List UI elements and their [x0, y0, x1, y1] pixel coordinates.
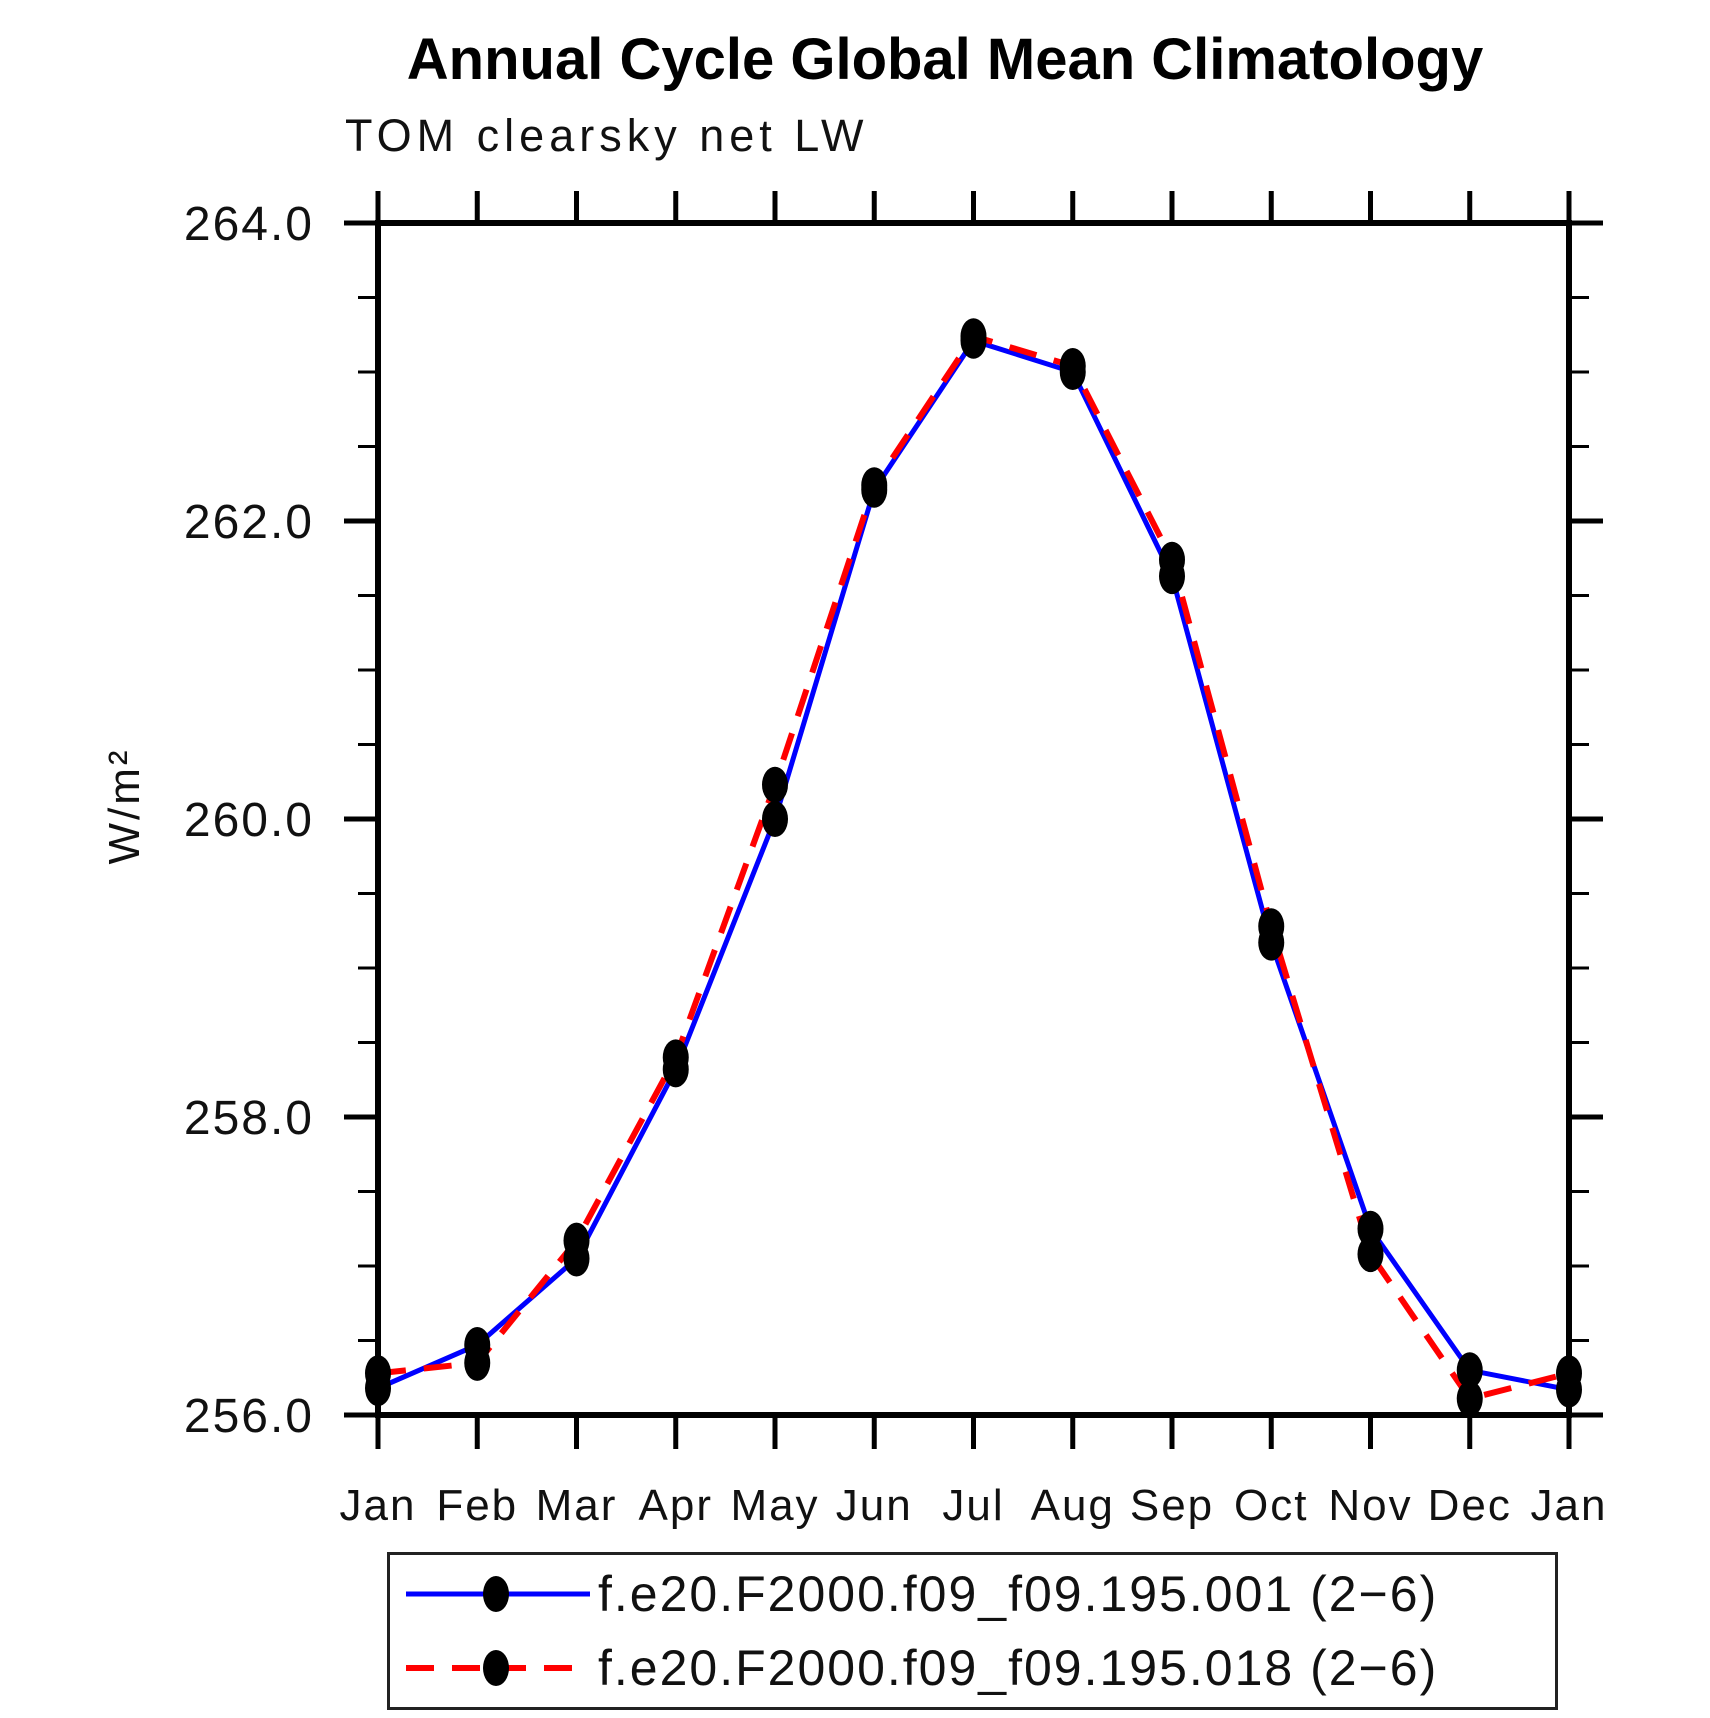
legend-label-series-1: f.e20.F2000.f09_f09.195.001 (2−6) [598, 1566, 1439, 1622]
y-tick-label: 264.0 [184, 198, 314, 251]
x-tick-label: Jun [836, 1481, 913, 1530]
data-marker-series-2 [960, 318, 987, 355]
x-tick-label: Jan [340, 1481, 417, 1530]
y-tick-label: 256.0 [184, 1390, 314, 1443]
y-tick-label: 258.0 [184, 1092, 314, 1145]
x-tick-label: Oct [1234, 1481, 1308, 1530]
x-tick-label: Dec [1428, 1481, 1512, 1530]
data-marker-series-2 [861, 467, 888, 504]
legend-marker-icon [483, 1650, 509, 1686]
legend-item-series-1: f.e20.F2000.f09_f09.195.001 (2−6) [404, 1559, 1555, 1629]
data-marker-series-2 [1159, 541, 1185, 578]
x-tick-label: May [730, 1481, 819, 1530]
legend-swatch-dashed-line [406, 1650, 590, 1686]
series-line-2 [377, 332, 1570, 1403]
y-tick-label: 260.0 [184, 794, 314, 847]
plot-area: Jan Feb Mar Apr May Jun Jul Aug Sep Oct Nov Dec Jan 2… [184, 191, 1608, 1530]
data-marker-series-1 [1456, 1352, 1483, 1389]
x-tick-label: Apr [639, 1481, 713, 1530]
x-tick-label: Sep [1130, 1481, 1214, 1530]
data-marker-series-2 [563, 1222, 590, 1259]
data-marker-series-2 [365, 1355, 391, 1392]
chart-subtitle: TOM clearsky net LW [345, 110, 869, 161]
legend-label-series-2: f.e20.F2000.f09_f09.195.018 (2−6) [598, 1640, 1439, 1696]
series-line-1 [377, 337, 1570, 1393]
data-marker-series-2 [464, 1344, 491, 1381]
data-marker-series-2 [1258, 908, 1285, 945]
data-marker-series-1 [762, 801, 788, 837]
x-tick-label: Jan [1531, 1481, 1608, 1530]
chart-title: Annual Cycle Global Mean Climatology [406, 27, 1484, 92]
data-marker-series-2 [662, 1039, 689, 1076]
data-marker-series-2 [1059, 348, 1086, 385]
data-marker-series-1 [1357, 1210, 1384, 1247]
x-tick-label: Mar [536, 1481, 618, 1530]
legend-swatch-solid-line [406, 1576, 590, 1612]
data-marker-series-2 [1556, 1355, 1582, 1392]
x-tick-label: Jul [942, 1481, 1004, 1530]
x-tick-label: Aug [1031, 1481, 1115, 1530]
x-tick-label: Nov [1328, 1481, 1412, 1530]
plot-frame [375, 220, 1572, 1418]
data-marker-series-2 [762, 766, 788, 803]
x-tick-label: Feb [436, 1481, 518, 1530]
legend: f.e20.F2000.f09_f09.195.001 (2−6) f.e20.… [387, 1552, 1558, 1710]
legend-marker-icon [483, 1576, 509, 1612]
legend-item-series-2: f.e20.F2000.f09_f09.195.018 (2−6) [404, 1633, 1555, 1703]
data-marker-series-2 [1456, 1380, 1483, 1417]
y-tick-label: 262.0 [184, 496, 314, 549]
data-marker-series-2 [1357, 1236, 1384, 1273]
